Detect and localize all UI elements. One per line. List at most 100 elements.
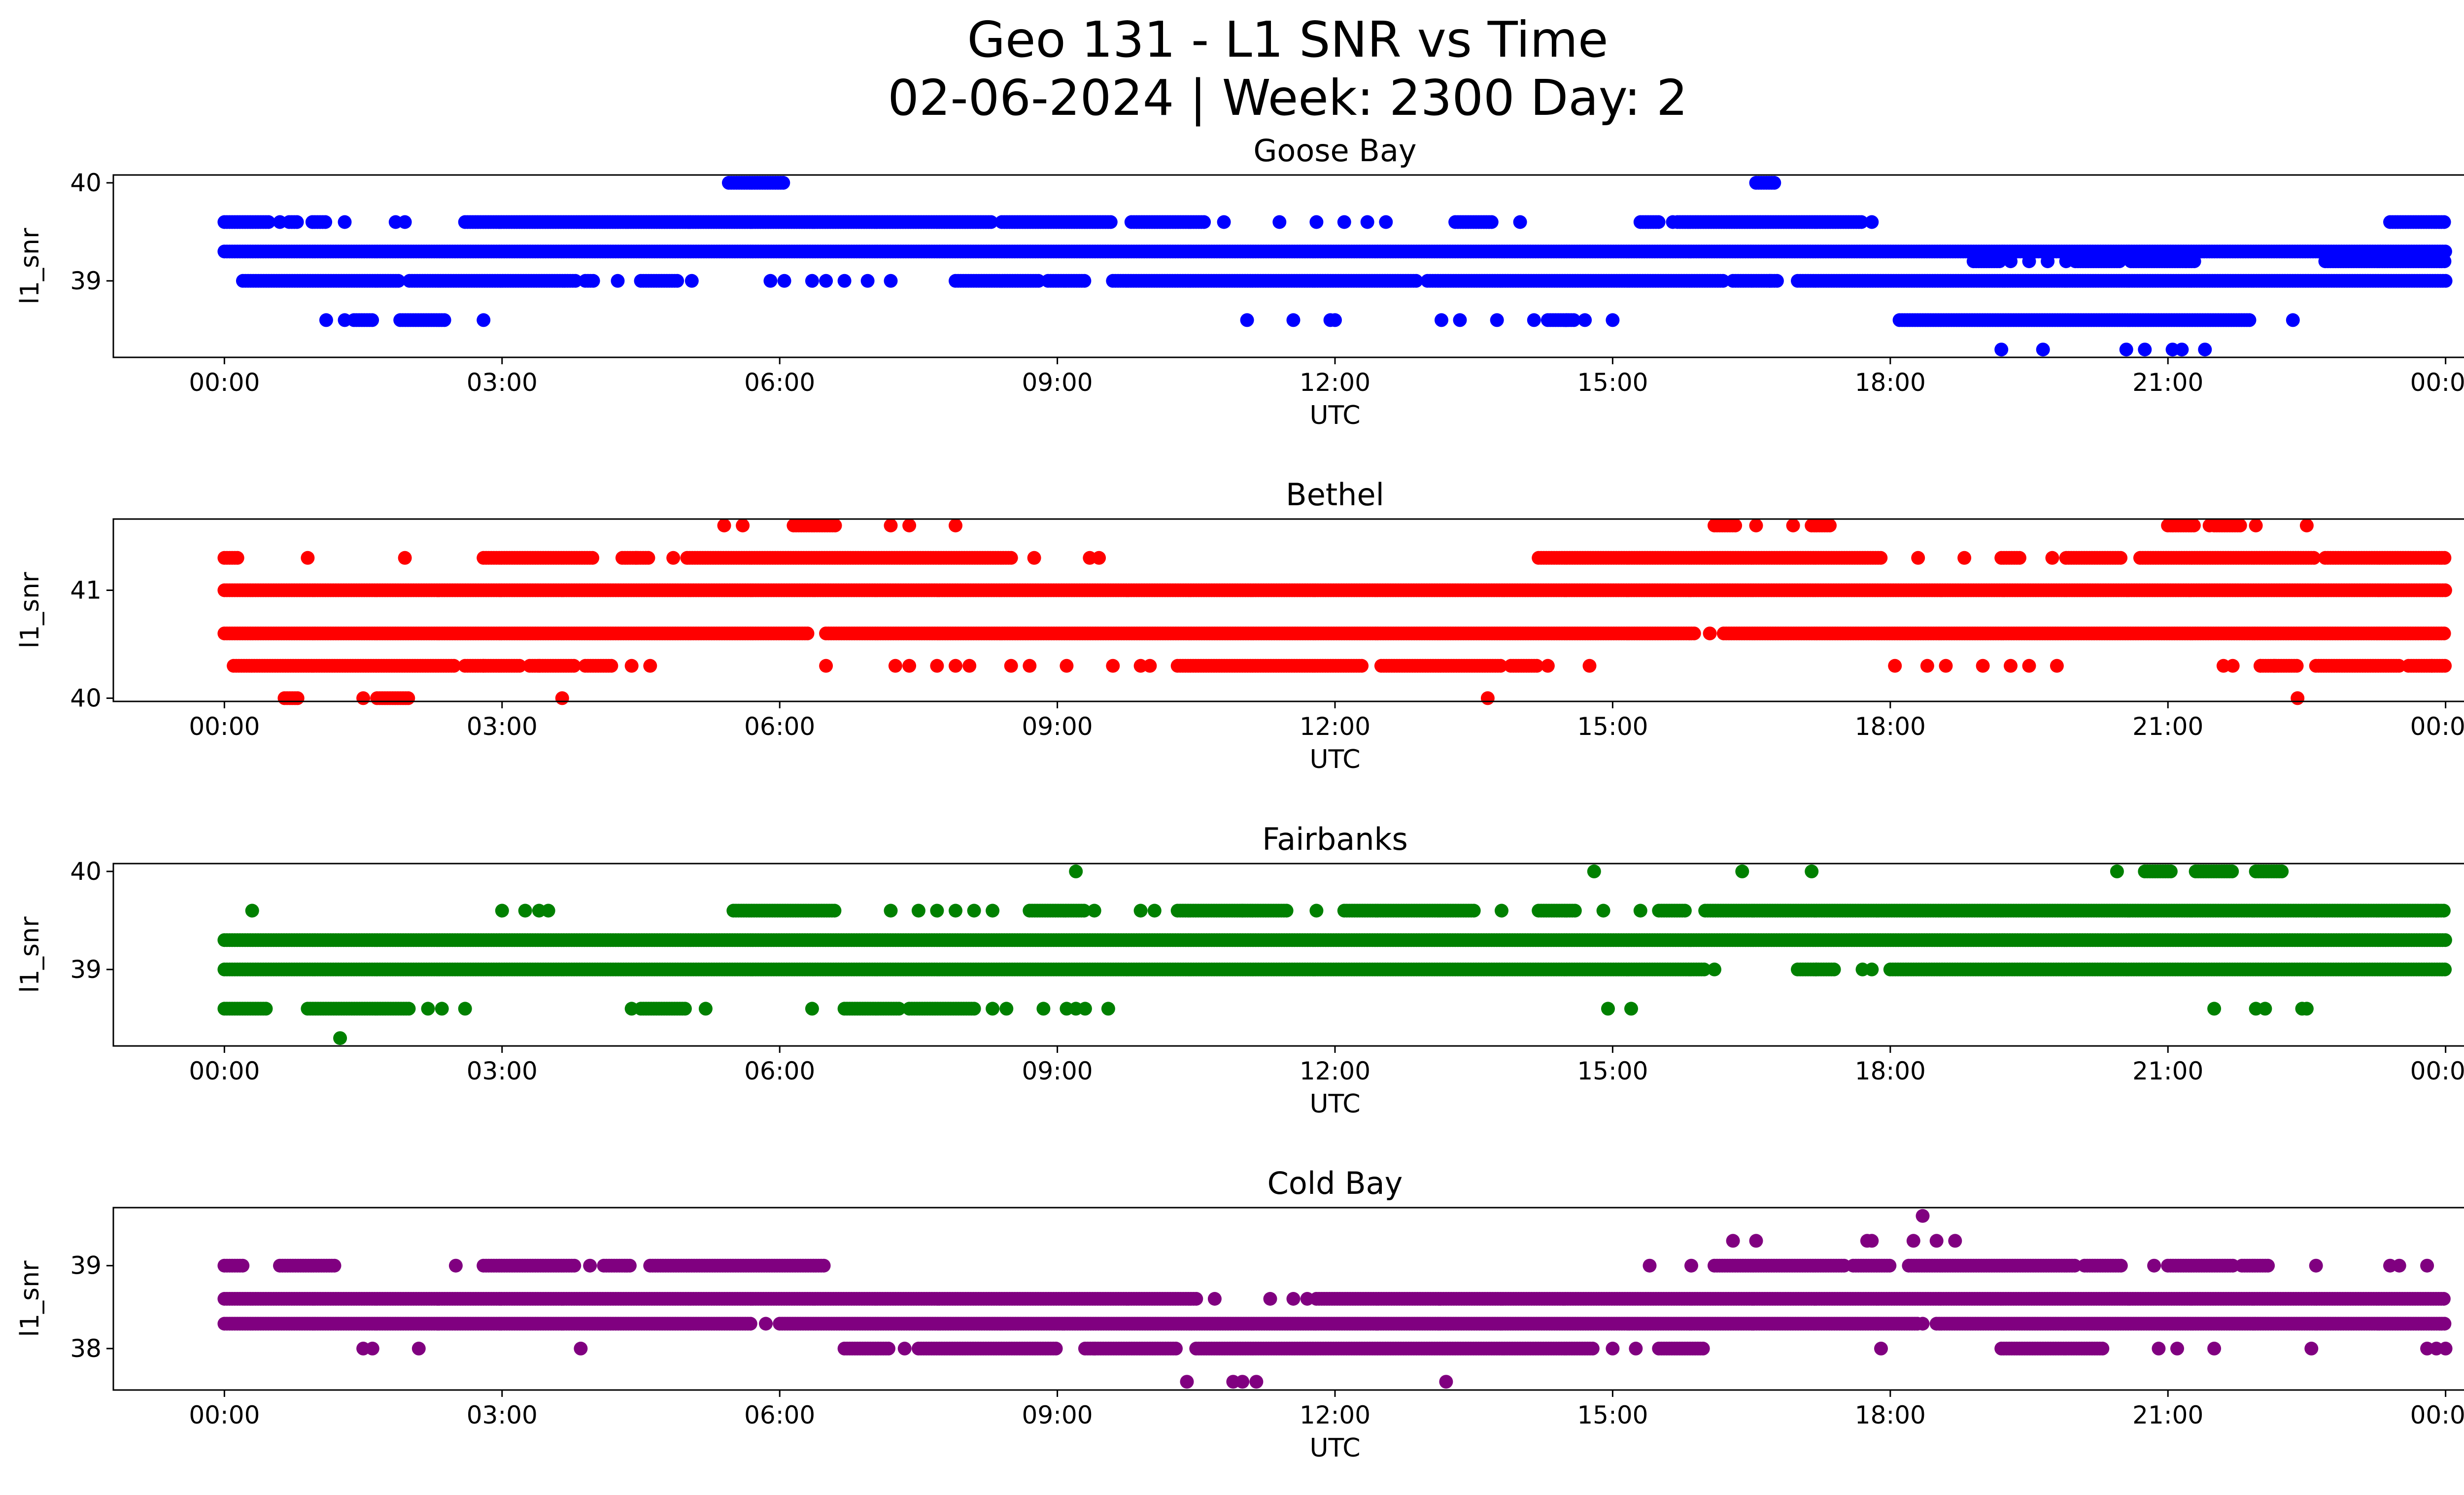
x-tick-label: 00:00	[2410, 368, 2464, 397]
subplot-title: Goose Bay	[1253, 133, 1416, 169]
data-point	[902, 519, 917, 533]
data-point	[2225, 659, 2240, 673]
data-point	[398, 551, 412, 565]
data-point	[1143, 659, 1157, 673]
data-point	[1994, 343, 2009, 357]
axes-frame	[112, 518, 2464, 702]
data-point	[1559, 313, 1574, 327]
data-point	[1540, 659, 1555, 673]
x-tick-label: 09:00	[1022, 712, 1093, 741]
data-point	[949, 519, 962, 533]
data-point	[1240, 313, 1254, 327]
data-point	[585, 551, 600, 565]
figure-title-line1: Geo 131 - L1 SNR vs Time	[967, 11, 1608, 69]
data-point	[1004, 551, 1018, 565]
data-point	[984, 215, 998, 229]
data-point	[1328, 313, 1342, 327]
data-point	[777, 274, 791, 288]
data-point	[805, 274, 819, 288]
data-point	[736, 519, 750, 533]
data-point	[2022, 254, 2036, 269]
data-point	[1484, 215, 1499, 229]
data-point	[1767, 175, 1781, 190]
data-point	[884, 274, 898, 288]
data-points	[217, 519, 2452, 705]
data-point	[338, 313, 352, 327]
data-point	[902, 659, 917, 673]
data-point	[2045, 551, 2059, 565]
x-tick-label: 15:00	[1577, 712, 1648, 741]
data-point	[2138, 343, 2152, 357]
x-tick-label: 12:00	[1300, 712, 1370, 741]
data-point	[1379, 215, 1393, 229]
data-point	[1027, 551, 1041, 565]
data-point	[568, 274, 582, 288]
x-tick-label: 06:00	[744, 712, 815, 741]
data-point	[1435, 313, 1448, 327]
data-point	[2242, 313, 2257, 327]
x-tick-label: 03:00	[467, 712, 538, 741]
data-point	[819, 659, 833, 673]
subplot-title: Bethel	[1286, 477, 1384, 513]
x-tick-label: 00:00	[189, 368, 260, 397]
data-point	[1060, 659, 1074, 673]
data-point	[391, 274, 406, 288]
data-point	[318, 215, 333, 229]
data-point	[2437, 551, 2452, 565]
data-point	[1453, 313, 1467, 327]
data-point	[586, 274, 600, 288]
data-point	[1976, 659, 1990, 673]
x-tick-label: 15:00	[1577, 368, 1648, 397]
data-point	[2299, 519, 2314, 533]
data-point	[1582, 659, 1597, 673]
data-point	[2165, 519, 2180, 533]
data-point	[1728, 519, 1743, 533]
data-point	[624, 659, 639, 673]
data-point	[2004, 254, 2018, 269]
data-point	[1217, 215, 1231, 229]
data-point	[884, 519, 898, 533]
data-point	[2233, 519, 2247, 533]
data-point	[301, 551, 315, 565]
data-point	[273, 215, 287, 229]
data-point	[1031, 274, 1046, 288]
data-point	[819, 274, 833, 288]
data-point	[962, 659, 977, 673]
data-point	[1513, 215, 1527, 229]
data-point	[2438, 274, 2453, 288]
data-point	[949, 659, 962, 673]
data-point	[666, 551, 681, 565]
data-point	[1309, 215, 1324, 229]
data-point	[2187, 254, 2201, 269]
data-point	[2249, 519, 2263, 533]
data-point	[1749, 519, 1763, 533]
data-point	[629, 551, 644, 565]
data-point	[1865, 215, 1879, 229]
data-point	[2438, 659, 2452, 673]
data-point	[319, 313, 333, 327]
x-tick-label: 09:00	[1022, 368, 1093, 397]
data-point	[290, 215, 304, 229]
data-point	[888, 659, 902, 673]
data-point	[611, 274, 625, 288]
data-point	[2425, 659, 2439, 673]
data-point	[1023, 659, 1037, 673]
data-point	[641, 551, 655, 565]
data-point	[2004, 659, 2018, 673]
data-point	[1703, 626, 1717, 641]
data-point	[477, 659, 491, 673]
data-point	[2198, 343, 2212, 357]
data-point	[2112, 254, 2126, 269]
data-point	[1355, 659, 1369, 673]
figure-title: Geo 131 - L1 SNR vs Time 02-06-2024 | We…	[0, 11, 2464, 127]
x-tick-label: 03:00	[467, 368, 538, 397]
data-point	[2290, 659, 2304, 673]
data-point	[1106, 659, 1120, 673]
data-point	[2267, 659, 2282, 673]
data-point	[2291, 691, 2305, 705]
data-point	[930, 659, 944, 673]
data-point	[1888, 659, 1902, 673]
